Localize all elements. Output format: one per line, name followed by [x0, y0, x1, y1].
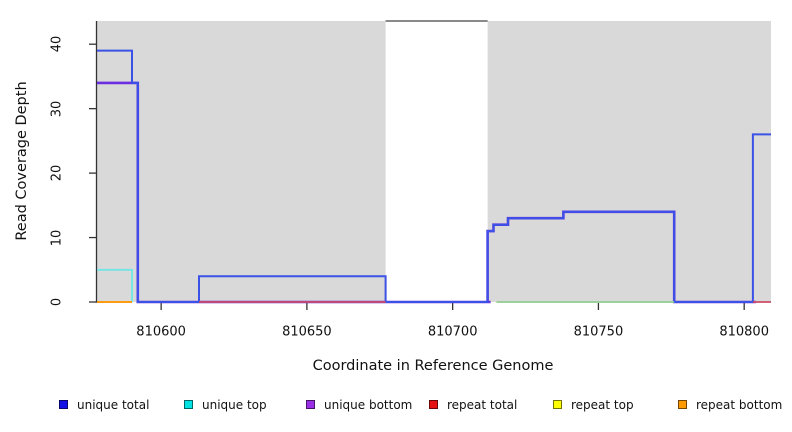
legend-label: unique top [202, 397, 267, 412]
legend-item-repeat-total: repeat total [429, 397, 517, 412]
legend-item-unique-top: unique top [184, 397, 267, 412]
series-unique-total [97, 49, 771, 303]
y-tick-label: 20 [49, 164, 65, 182]
legend-label: repeat total [447, 397, 518, 412]
y-tick-label: 0 [49, 297, 65, 307]
legend-label: repeat bottom [696, 397, 783, 412]
series-unique-top [97, 268, 133, 302]
y-tick-label: 30 [49, 100, 65, 117]
legend-swatch-icon [678, 400, 687, 409]
y-tick-label: 40 [49, 35, 65, 53]
legend-item-unique-total: unique total [59, 397, 149, 412]
x-tick-label: 810600 [136, 324, 186, 340]
x-axis-title: Coordinate in Reference Genome [312, 358, 554, 374]
y-tick-label: 10 [49, 229, 65, 246]
x-tick-label: 810650 [282, 324, 332, 340]
plot-background-band [97, 21, 386, 302]
legend-item-repeat-bottom: repeat bottom [678, 397, 782, 412]
legend-swatch-icon [429, 400, 438, 409]
legend-label: unique bottom [324, 397, 413, 412]
legend-item-repeat-top: repeat top [553, 397, 634, 412]
plot-background-band [487, 21, 771, 302]
legend-item-unique-bottom: unique bottom [306, 397, 412, 412]
legend-label: unique total [77, 397, 150, 412]
legend-swatch-icon [59, 400, 68, 409]
legend-swatch-icon [553, 400, 562, 409]
x-tick-label: 810700 [427, 324, 478, 340]
legend-label: repeat top [571, 397, 634, 412]
legend-swatch-icon [306, 400, 315, 409]
x-tick-label: 810750 [573, 324, 624, 340]
y-axis-title: Read Coverage Depth [14, 81, 30, 241]
x-tick-label: 810800 [719, 324, 769, 340]
legend-swatch-icon [184, 400, 193, 409]
